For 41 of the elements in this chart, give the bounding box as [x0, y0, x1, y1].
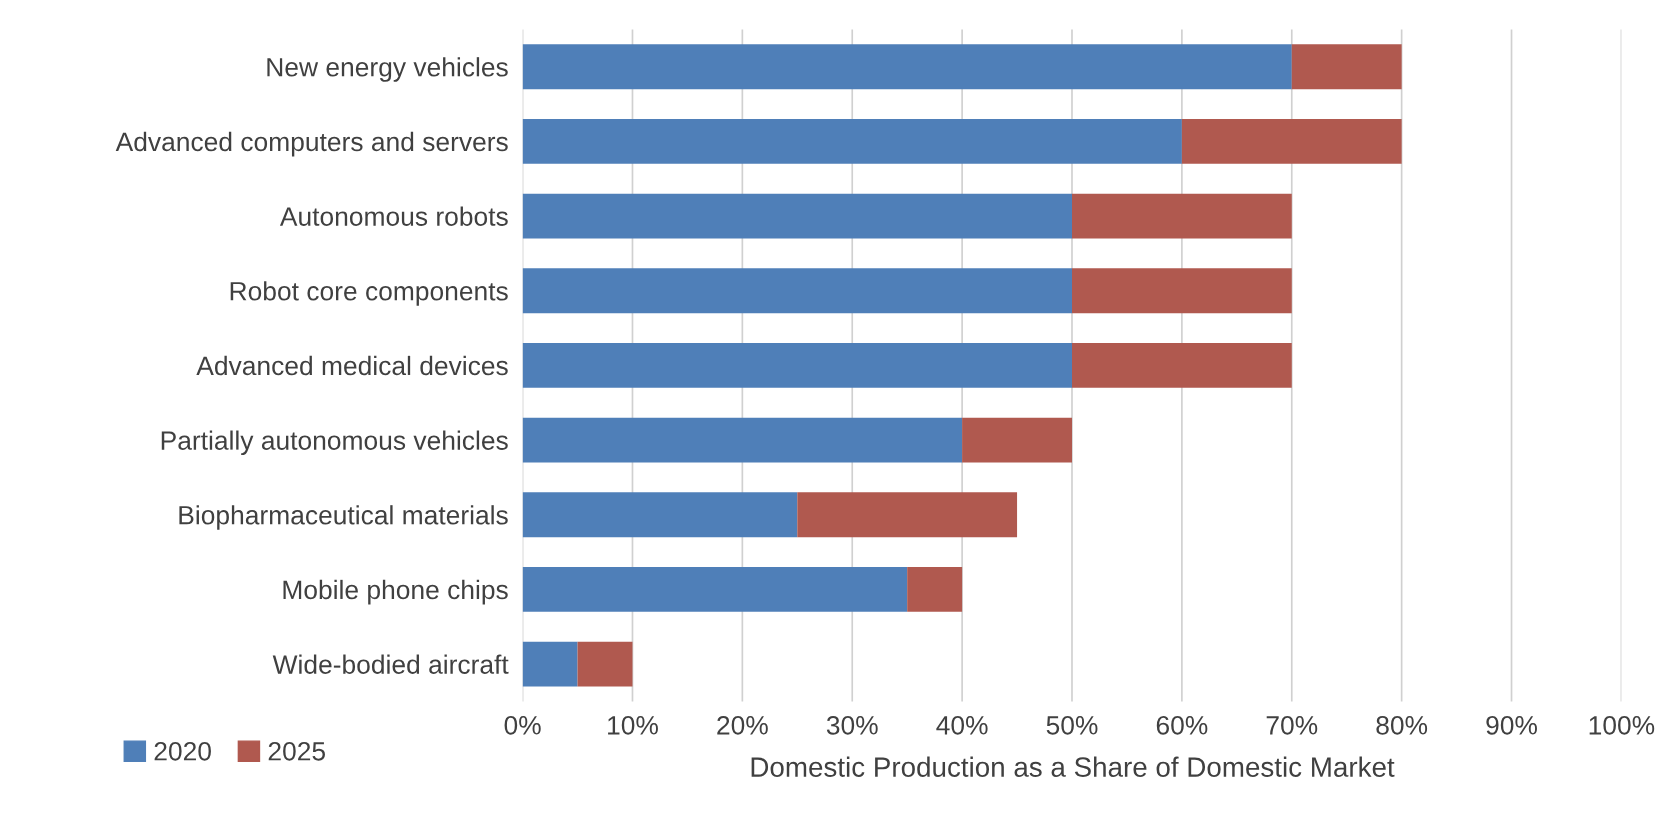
y-tick-label: Partially autonomous vehicles: [161, 430, 508, 456]
bar: [522, 268, 1072, 314]
bar: [522, 119, 1182, 164]
bar: [1072, 268, 1292, 314]
y-tick-label: Mobile phone chips: [283, 579, 508, 605]
x-tick-label: 10%: [608, 715, 658, 735]
bar: [522, 44, 1292, 90]
x-tick-label: 60%: [1156, 715, 1208, 735]
x-tick-label: 80%: [1376, 715, 1428, 735]
bar: [522, 492, 798, 538]
bar: [797, 492, 1018, 538]
x-tick-label: 50%: [1046, 715, 1098, 735]
x-tick-label: 30%: [826, 715, 878, 735]
bar: [522, 641, 578, 687]
bar: [907, 567, 963, 612]
y-tick-label: Wide-bodied aircraft: [272, 654, 509, 674]
y-tick-label: Advanced computers and servers: [115, 131, 508, 157]
y-tick-label: Biopharmaceutical materials: [179, 505, 508, 530]
bar: [1181, 119, 1402, 164]
x-tick-label: 70%: [1266, 715, 1318, 735]
bar: [522, 193, 1072, 239]
legend-label: 2025: [268, 741, 325, 761]
x-axis-title: Domestic Production as a Share of Domestic Market: [751, 756, 1395, 777]
x-tick-label: 40%: [936, 715, 988, 735]
bar: [962, 417, 1072, 463]
y-tick-label: Autonomous robots: [279, 206, 508, 226]
bar: [522, 343, 1072, 388]
y-tick-label: Advanced medical devices: [196, 355, 508, 376]
bar: [577, 641, 633, 687]
legend-label: 2020: [154, 741, 211, 761]
x-tick-label: 0%: [504, 715, 541, 735]
y-tick-label: New energy vehicles: [267, 57, 508, 82]
bar: [1072, 343, 1292, 388]
bar: [522, 567, 908, 612]
bar: [522, 417, 963, 463]
y-tick-label: Robot core components: [230, 281, 508, 306]
x-tick-label: 100%: [1589, 715, 1655, 735]
bar: [1072, 193, 1292, 239]
bar: [1291, 44, 1402, 90]
x-tick-label: 20%: [717, 715, 768, 735]
x-tick-label: 90%: [1486, 715, 1537, 735]
